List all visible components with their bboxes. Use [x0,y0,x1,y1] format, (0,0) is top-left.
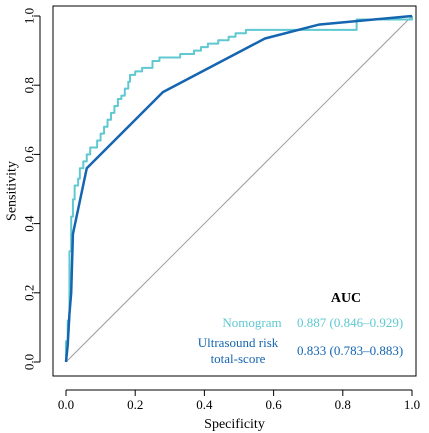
y-tick-label: 0.8 [22,77,37,93]
y-tick-label: 1.0 [22,8,37,24]
legend-entry-ultrasound-name: Ultrasound risk total-score [198,335,279,366]
reference-diagonal-layer [65,15,413,363]
x-axis-title: Specificity [204,417,265,432]
y-tick-label: 0.0 [22,354,37,370]
x-tick-label: 1.0 [404,397,420,412]
y-tick-label: 0.6 [22,146,37,163]
legend-entry-nomogram-name: Nomogram [222,315,281,330]
y-axis-title: Sensitivity [5,161,20,221]
y-tick-label: 0.4 [22,215,37,232]
x-tick-label: 0.8 [335,397,351,412]
legend-title: AUC [331,291,361,306]
x-tick-label: 0.0 [58,397,74,412]
x-tick-label: 0.6 [265,397,282,412]
plot-frame [52,5,417,377]
series-line-ultrasound-risk-total-score [64,14,413,363]
reference-diagonal-line [65,15,413,363]
legend-entry-ultrasound-name-line: Ultrasound risk [198,335,279,350]
legend-entry-ultrasound-name-line: total-score [211,351,266,366]
series-layer [64,14,413,363]
x-tick-label: 0.4 [196,397,213,412]
series-line-nomogram [65,16,413,362]
axes-layer: 0.0 0.2 0.4 0.6 0.8 1.0 0.0 0.2 0.4 0.6 0.8 1.0 [22,8,421,412]
legend-entry-ultrasound-auc: 0.833 (0.783–0.883) [297,343,403,358]
legend: AUC Nomogram 0.887 (0.846–0.929) Ultraso… [198,291,403,366]
legend-entry-nomogram-auc: 0.887 (0.846–0.929) [297,315,403,330]
x-tick-label: 0.2 [127,397,143,412]
y-tick-label: 0.2 [22,285,37,301]
